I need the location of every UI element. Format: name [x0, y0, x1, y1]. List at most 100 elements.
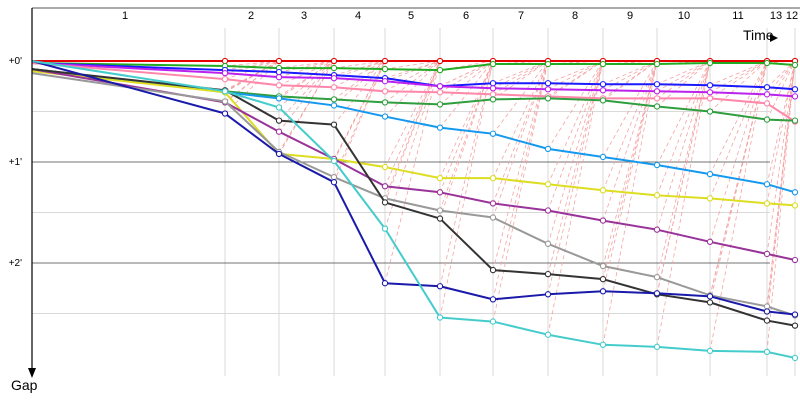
- series-point: [544, 240, 552, 247]
- series-point: [221, 110, 229, 117]
- pit-guide-line: [709, 60, 768, 175]
- pit-guide-line: [278, 60, 335, 97]
- series-point: [706, 89, 714, 96]
- series-point: [381, 57, 389, 65]
- x-tick-label: 9: [627, 10, 633, 22]
- x-tick-label: 4: [355, 10, 361, 22]
- pit-guide-line: [492, 60, 549, 134]
- series-point: [489, 200, 497, 207]
- series-point: [330, 84, 338, 91]
- series-point: [275, 104, 283, 111]
- series-point: [544, 331, 552, 338]
- series-line: [31, 62, 796, 91]
- pit-guide-line: [547, 60, 604, 185]
- pit-guide-line: [547, 60, 604, 244]
- series-point: [436, 283, 444, 290]
- pit-guide-line: [278, 60, 335, 132]
- pit-guide-line: [766, 60, 796, 95]
- series-point: [489, 130, 497, 137]
- pit-guide-line: [656, 60, 711, 278]
- series-point: [599, 288, 607, 295]
- pit-guide-line: [439, 60, 494, 318]
- pit-guide-line: [439, 60, 494, 105]
- pit-guide-line: [384, 60, 441, 199]
- series-point: [791, 202, 799, 209]
- series-point: [221, 69, 229, 77]
- series-point: [791, 311, 799, 318]
- pit-guide-line: [766, 60, 796, 321]
- series-point: [791, 354, 799, 362]
- series-point: [763, 250, 771, 258]
- y-tick-label: +1': [9, 157, 22, 168]
- series-point: [763, 59, 771, 67]
- series-point: [275, 95, 283, 102]
- x-tick-label: 5: [408, 10, 414, 22]
- pit-guide-line: [656, 60, 711, 196]
- series-point: [436, 83, 444, 90]
- pit-guide-line: [709, 60, 768, 242]
- pit-guide-line: [492, 60, 549, 204]
- pit-guide-line: [656, 60, 711, 166]
- pit-guide-line: [766, 60, 796, 185]
- labels: 1 2 3 4 5 6 7 8 9 10 11 13 12+0'+1'+2': [9, 10, 798, 269]
- pit-guide-line: [492, 60, 549, 322]
- series-point: [706, 238, 714, 245]
- series-line: [31, 68, 796, 122]
- series-point: [381, 113, 389, 120]
- pit-guide-line: [492, 60, 549, 300]
- series-point: [330, 57, 338, 65]
- pit-guide-line: [602, 60, 658, 280]
- series-point: [381, 163, 389, 171]
- series-point: [544, 80, 552, 87]
- series-point: [599, 217, 607, 224]
- pit-guide-line: [656, 60, 711, 92]
- series-point: [330, 121, 338, 128]
- series-point: [544, 207, 552, 214]
- series-point: [544, 86, 552, 93]
- series-point: [706, 347, 714, 355]
- series-point: [436, 189, 444, 196]
- pit-guide-line: [547, 60, 604, 150]
- y-tick-label: +0': [9, 56, 22, 67]
- series-point: [653, 161, 661, 169]
- series-point: [330, 75, 338, 82]
- pit-guide-line: [224, 60, 280, 80]
- series-point: [599, 276, 607, 283]
- series-point: [763, 303, 771, 310]
- series-point: [599, 341, 607, 348]
- axes: [28, 7, 800, 378]
- series-point: [436, 57, 444, 65]
- series-point: [436, 215, 444, 222]
- series-point: [599, 262, 607, 270]
- x-tick-label: 3: [301, 10, 307, 22]
- series-point: [791, 93, 799, 100]
- x-tick-label: 10: [678, 10, 690, 22]
- series-point: [706, 82, 714, 89]
- series-point: [599, 153, 607, 161]
- series-point: [330, 173, 338, 181]
- grid-lines: [32, 28, 796, 376]
- x-tick-label: 8: [572, 10, 578, 22]
- series-point: [330, 179, 338, 186]
- series-point: [275, 68, 283, 76]
- pit-guide-line: [656, 60, 711, 85]
- series-point: [791, 256, 799, 264]
- series-point: [489, 91, 497, 98]
- series-point: [330, 157, 338, 165]
- series-point: [381, 199, 389, 206]
- pit-guide-line: [384, 60, 441, 187]
- pit-guide-line: [602, 60, 658, 99]
- series-point: [653, 226, 661, 233]
- pit-guide-line: [439, 60, 494, 179]
- pit-guide-line: [709, 60, 768, 93]
- pit-guide-line: [709, 60, 768, 351]
- pit-guide-line: [602, 60, 658, 345]
- pit-guide-line: [709, 60, 768, 99]
- pit-guide-line: [333, 60, 386, 76]
- series-point: [763, 100, 771, 107]
- series-point: [791, 189, 799, 196]
- series-point: [653, 192, 661, 199]
- pit-guide-line: [656, 60, 711, 294]
- pit-guide-line: [224, 60, 280, 92]
